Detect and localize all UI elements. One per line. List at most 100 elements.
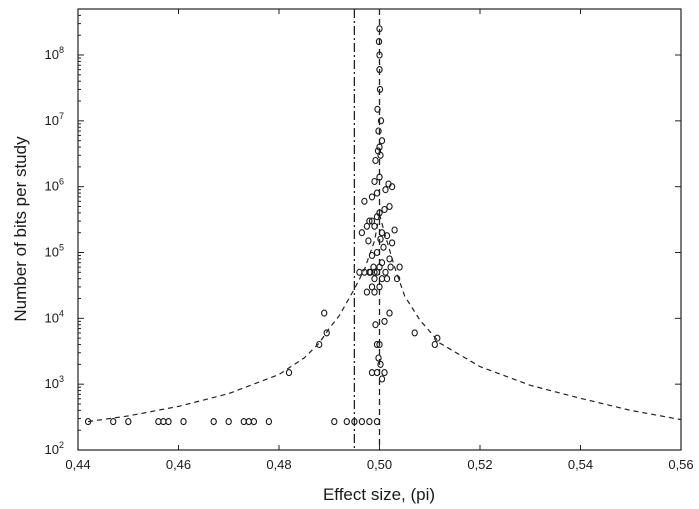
data-point — [378, 375, 386, 383]
data-point — [110, 418, 117, 426]
y-tick-label: 105 — [45, 243, 64, 260]
data-point — [386, 202, 393, 211]
y-tick-label: 106 — [45, 177, 64, 194]
data-point — [378, 275, 386, 283]
data-point — [368, 251, 376, 260]
data-point — [375, 38, 383, 46]
data-point — [376, 143, 383, 151]
data-point — [371, 222, 378, 230]
x-tick-label: 0,50 — [367, 457, 392, 472]
data-point — [316, 340, 323, 349]
data-point — [376, 340, 383, 349]
funnel-curve — [88, 214, 381, 423]
data-point — [434, 334, 441, 342]
data-point — [381, 369, 388, 377]
data-point — [363, 288, 371, 296]
data-point — [375, 127, 382, 135]
data-point — [160, 418, 167, 426]
data-point — [356, 268, 363, 276]
x-tick-label: 0,48 — [266, 457, 291, 472]
data-point — [365, 237, 372, 245]
y-tick-label: 108 — [45, 45, 64, 62]
data-point — [180, 418, 187, 426]
data-point — [381, 205, 388, 214]
data-point — [343, 418, 350, 426]
data-point — [383, 275, 391, 283]
data-point — [285, 369, 293, 377]
data-point — [84, 418, 92, 426]
x-tick-label: 0,46 — [166, 457, 191, 472]
data-point — [371, 268, 378, 276]
data-point — [372, 321, 379, 329]
data-point — [380, 243, 387, 251]
data-point — [376, 283, 383, 291]
data-point — [387, 263, 394, 271]
data-point — [245, 418, 252, 426]
data-point — [374, 147, 382, 155]
data-point — [391, 226, 398, 234]
funnel-curve — [378, 214, 682, 421]
y-tick-label: 104 — [45, 308, 64, 325]
data-point — [323, 329, 330, 337]
data-point — [225, 418, 232, 426]
data-point — [386, 255, 393, 263]
x-tick-label: 0,44 — [65, 457, 90, 472]
data-point — [386, 309, 393, 317]
data-point — [393, 275, 401, 283]
data-point — [383, 232, 391, 240]
y-tick-label: 107 — [45, 111, 64, 128]
data-points — [84, 25, 441, 426]
data-point — [366, 217, 373, 225]
data-point — [373, 369, 381, 377]
data-point — [377, 235, 384, 243]
data-point — [385, 180, 392, 188]
x-tick-label: 0,56 — [668, 457, 693, 472]
data-point — [376, 66, 383, 74]
data-point — [351, 418, 358, 426]
data-point — [381, 317, 388, 325]
data-point — [411, 329, 418, 337]
data-point — [373, 248, 381, 257]
data-point — [372, 156, 379, 165]
data-point — [378, 137, 386, 145]
data-point — [396, 263, 403, 271]
data-point — [331, 418, 338, 426]
y-tick-label: 102 — [45, 440, 64, 457]
data-point — [250, 418, 258, 426]
data-point — [371, 177, 378, 186]
y-axis-ticks: 102 103 104 105 106 107 108 — [45, 8, 681, 457]
data-point — [378, 229, 386, 237]
data-point — [370, 263, 377, 271]
data-point — [366, 418, 373, 426]
data-point — [368, 283, 376, 291]
data-point — [431, 340, 438, 349]
data-point — [382, 186, 389, 194]
data-point — [374, 105, 381, 113]
data-point — [376, 209, 383, 217]
data-point — [382, 268, 389, 276]
data-point — [358, 418, 366, 426]
data-point — [376, 85, 384, 93]
y-tick-label: 103 — [45, 374, 64, 391]
data-point — [358, 229, 366, 237]
data-point — [155, 418, 162, 426]
data-point — [373, 340, 381, 349]
data-point — [165, 418, 172, 426]
data-point — [368, 193, 376, 201]
data-point — [376, 173, 383, 181]
data-point — [378, 259, 386, 267]
data-point — [388, 239, 396, 247]
y-axis-title: Number of bits per study — [11, 136, 30, 322]
data-point — [321, 309, 328, 317]
data-point — [377, 117, 385, 125]
reference-lines — [353, 9, 381, 450]
data-point — [265, 418, 273, 426]
data-point — [376, 51, 383, 59]
data-point — [371, 275, 378, 283]
x-tick-label: 0,54 — [568, 457, 593, 472]
data-point — [373, 189, 381, 197]
data-point — [361, 197, 368, 205]
data-point — [210, 418, 217, 426]
data-point — [376, 25, 383, 33]
